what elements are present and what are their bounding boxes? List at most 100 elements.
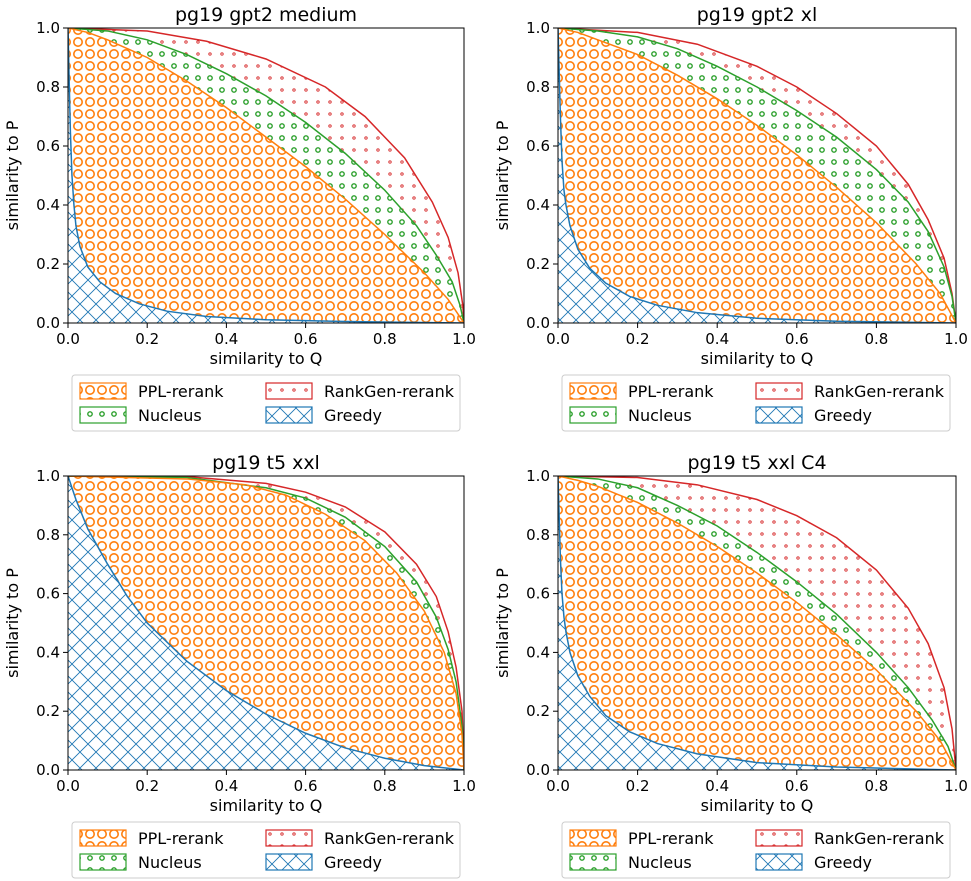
x-axis-label: similarity to Q: [210, 796, 323, 815]
legend: PPL-rerank RankGen-rerank Nucleus Greedy: [561, 821, 951, 879]
legend: PPL-rerank RankGen-rerank Nucleus Greedy: [561, 374, 951, 432]
x-tick-label: 0.8: [864, 330, 888, 348]
y-tick-label: 0.4: [526, 196, 550, 214]
y-tick-label: 0.0: [36, 761, 60, 779]
plot-frame: [557, 475, 957, 771]
rankgen-rerank-legend-swatch: [755, 382, 803, 400]
ppl-rerank-area: [68, 28, 464, 323]
y-tick-label: 0.2: [36, 702, 60, 720]
x-tick-label: 0.4: [705, 330, 729, 348]
x-tick-label: 0.0: [546, 777, 570, 795]
x-tick-label: 0.6: [294, 330, 318, 348]
legend: PPL-rerank RankGen-rerank Nucleus Greedy: [71, 374, 461, 432]
y-tick-label: 0.6: [36, 137, 60, 155]
ppl-rerank-legend-swatch: [79, 829, 127, 847]
x-tick-label: 1.0: [452, 330, 476, 348]
rankgen-rerank-curve: [558, 476, 956, 770]
y-axis-label: similarity to P: [3, 568, 22, 678]
y-tick-label: 0.2: [526, 702, 550, 720]
ppl-rerank-curve: [558, 28, 956, 323]
x-tick-label: 0.0: [56, 777, 80, 795]
y-axis-label: similarity to P: [493, 120, 512, 230]
greedy-area: [68, 28, 464, 323]
ppl-rerank-area: [558, 476, 956, 770]
y-tick-label: 0.2: [526, 255, 550, 273]
greedy-legend-label: Greedy: [814, 406, 872, 425]
nucleus-curve: [558, 28, 956, 323]
legend: PPL-rerank RankGen-rerank Nucleus Greedy: [71, 821, 461, 879]
greedy-area: [558, 476, 956, 770]
y-tick-label: 0.0: [526, 314, 550, 332]
chart-title: pg19 gpt2 xl: [697, 4, 818, 26]
y-tick-label: 0.0: [36, 314, 60, 332]
x-tick-label: 0.2: [626, 777, 650, 795]
x-tick-label: 0.2: [135, 777, 159, 795]
nucleus-legend-label: Nucleus: [138, 406, 202, 425]
chart-panel-2: 0.0 0.2 0.4 0.6 0.8 1.0 0.0 0.2 0.4 0.6 0.8 1.0 pg19…: [493, 4, 968, 432]
greedy-area: [68, 476, 464, 770]
greedy-curve: [558, 476, 956, 770]
rankgen-rerank-legend-swatch: [265, 829, 313, 847]
ppl-rerank-area: [558, 28, 956, 323]
y-axis-label: similarity to P: [493, 568, 512, 678]
nucleus-curve: [68, 28, 464, 323]
plot-frame: [67, 27, 465, 324]
nucleus-legend-swatch: [79, 853, 127, 871]
nucleus-legend-swatch: [79, 406, 127, 424]
rankgen-rerank-curve: [68, 476, 464, 770]
x-tick-label: 0.4: [705, 777, 729, 795]
x-tick-label: 1.0: [452, 777, 476, 795]
chart-title: pg19 gpt2 medium: [175, 4, 357, 26]
x-tick-label: 0.0: [56, 330, 80, 348]
y-tick-label: 0.0: [526, 761, 550, 779]
ppl-rerank-legend-swatch: [569, 382, 617, 400]
ppl-rerank-legend-label: PPL-rerank: [628, 382, 714, 401]
y-tick-label: 1.0: [36, 19, 60, 37]
greedy-legend-label: Greedy: [814, 853, 872, 872]
x-tick-label: 0.8: [864, 777, 888, 795]
legend-box: [71, 374, 461, 432]
x-tick-label: 1.0: [944, 777, 968, 795]
x-tick-label: 0.6: [294, 777, 318, 795]
rankgen-rerank-curve: [558, 28, 956, 323]
chart-title: pg19 t5 xxl: [212, 452, 320, 474]
ppl-rerank-legend-label: PPL-rerank: [138, 829, 224, 848]
chart-panel-1: 0.0 0.2 0.4 0.6 0.8 1.0 0.0 0.2 0.4 0.6 0.8 1.0 pg19…: [3, 4, 476, 432]
greedy-legend-swatch: [755, 406, 803, 424]
greedy-curve: [558, 28, 956, 323]
greedy-legend-swatch: [265, 406, 313, 424]
ppl-rerank-curve: [68, 476, 464, 770]
x-tick-label: 0.8: [373, 777, 397, 795]
greedy-area: [558, 28, 956, 323]
x-tick-label: 0.4: [214, 777, 238, 795]
nucleus-legend-label: Nucleus: [138, 853, 202, 872]
greedy-legend-swatch: [755, 853, 803, 871]
y-tick-label: 0.8: [526, 526, 550, 544]
nucleus-legend-label: Nucleus: [628, 406, 692, 425]
y-tick-label: 1.0: [36, 467, 60, 485]
chart-panel-4: 0.0 0.2 0.4 0.6 0.8 1.0 0.0 0.2 0.4 0.6 0.8 1.0 pg19…: [493, 452, 968, 879]
ppl-rerank-curve: [558, 476, 956, 770]
rankgen-rerank-legend-swatch: [265, 382, 313, 400]
y-tick-label: 0.8: [36, 78, 60, 96]
nucleus-legend-label: Nucleus: [628, 853, 692, 872]
legend-box: [561, 374, 951, 432]
y-tick-label: 0.4: [526, 643, 550, 661]
y-tick-label: 0.4: [36, 643, 60, 661]
y-tick-label: 1.0: [526, 19, 550, 37]
ppl-rerank-legend-swatch: [569, 829, 617, 847]
ppl-rerank-legend-swatch: [79, 382, 127, 400]
x-tick-label: 1.0: [944, 330, 968, 348]
rankgen-rerank-legend-label: RankGen-rerank: [324, 829, 455, 848]
rankgen-rerank-legend-label: RankGen-rerank: [324, 382, 455, 401]
greedy-curve: [68, 476, 464, 770]
x-tick-label: 0.4: [214, 330, 238, 348]
y-tick-label: 0.6: [526, 137, 550, 155]
x-axis-label: similarity to Q: [210, 349, 323, 368]
x-tick-label: 0.6: [785, 330, 809, 348]
x-tick-label: 0.6: [785, 777, 809, 795]
rankgen-rerank-legend-label: RankGen-rerank: [814, 829, 945, 848]
x-axis-label: similarity to Q: [701, 796, 814, 815]
greedy-legend-label: Greedy: [324, 853, 382, 872]
